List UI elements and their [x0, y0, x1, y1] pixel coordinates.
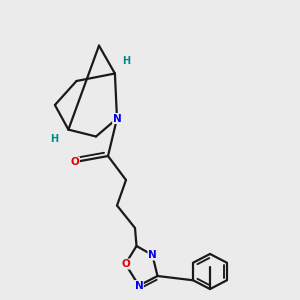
Text: H: H — [50, 134, 58, 144]
Text: N: N — [134, 280, 143, 291]
Text: H: H — [122, 56, 130, 67]
Text: N: N — [148, 250, 157, 260]
Text: N: N — [112, 113, 122, 124]
Text: O: O — [121, 259, 130, 269]
Text: O: O — [70, 157, 80, 167]
